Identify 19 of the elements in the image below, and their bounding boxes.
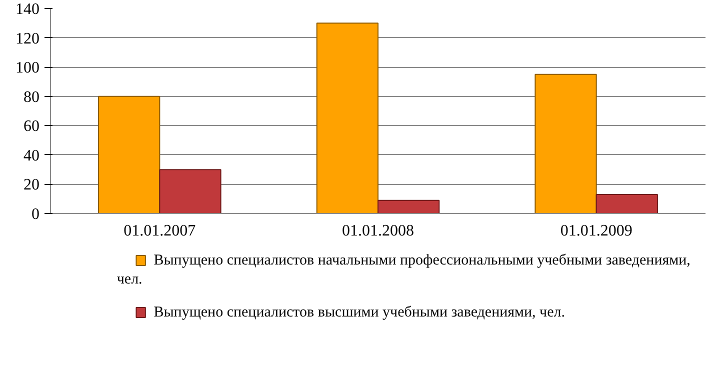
y-tick-label: 80 xyxy=(24,88,40,106)
y-tick-label: 40 xyxy=(24,147,40,164)
legend-label: Выпущено специалистов начальными профессиональными учебными заведениями, чел. xyxy=(116,252,690,288)
legend-label: Выпущено специалистов высшими учебными заведениями, чел. xyxy=(154,304,565,320)
y-tick-label: 20 xyxy=(24,176,40,194)
y-tick-label: 60 xyxy=(24,118,40,136)
bar xyxy=(98,96,160,214)
bar xyxy=(378,200,440,214)
x-tick-label: 01.01.2008 xyxy=(342,222,414,240)
x-tick-label: 01.01.2007 xyxy=(124,222,196,240)
x-tick-label: 01.01.2009 xyxy=(560,222,632,240)
y-tick-label: 140 xyxy=(16,1,40,18)
y-tick-label: 100 xyxy=(16,60,40,77)
y-tick-label: 120 xyxy=(16,30,40,48)
bar xyxy=(316,22,378,214)
y-tick-label: 0 xyxy=(32,206,40,223)
bar xyxy=(534,74,597,214)
bar xyxy=(596,194,658,214)
bar xyxy=(159,169,222,214)
